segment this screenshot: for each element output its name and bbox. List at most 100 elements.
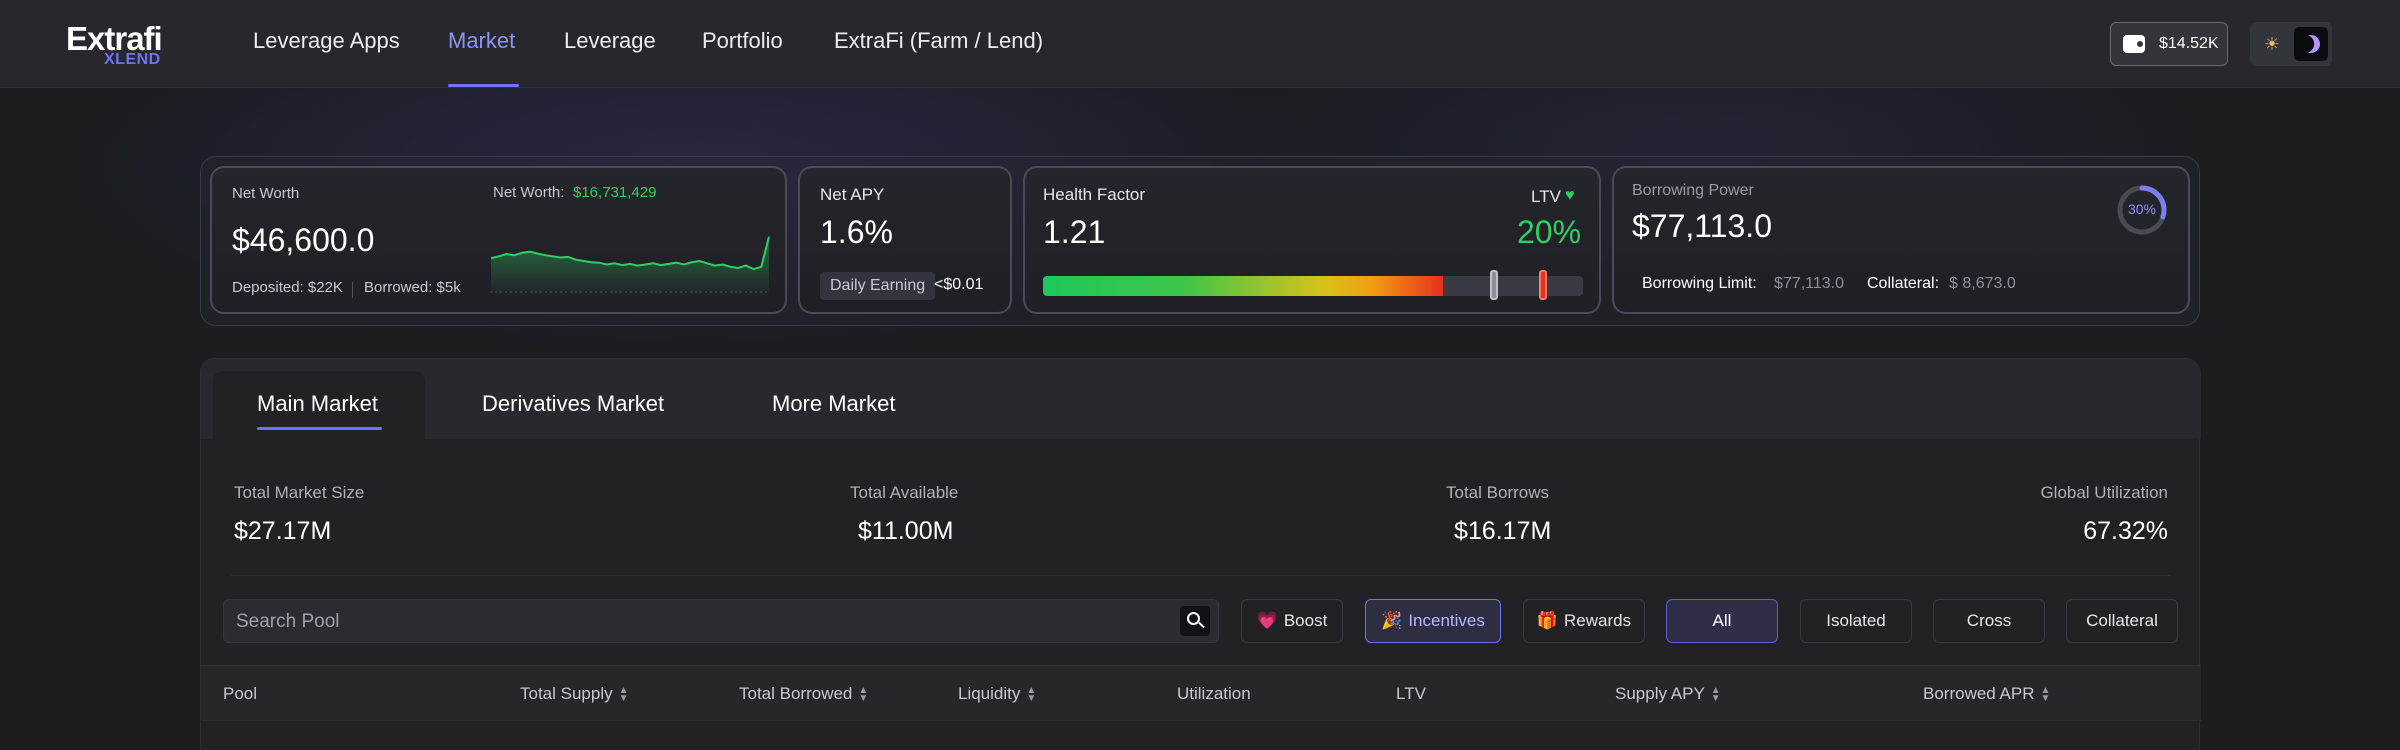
sort-icon[interactable]: ▲ ▼ (1026, 684, 1037, 704)
nav-item-leverage-apps[interactable]: Leverage Apps (253, 28, 400, 53)
moon-icon (2299, 32, 2324, 57)
column-liquidity-label: Liquidity (958, 684, 1021, 703)
top-navbar: Extrafi XLEND Leverage Apps Market Lever… (0, 0, 2400, 88)
deposited-text: Deposited: $22K (232, 279, 343, 296)
market-tabs: Main Market Derivatives Market More Mark… (201, 359, 2201, 451)
filter-incentives-label: Incentives (1408, 611, 1485, 630)
nav-item-leverage[interactable]: Leverage (564, 28, 656, 53)
nav-active-indicator (448, 84, 519, 87)
global-utilization-label: Global Utilization (2040, 483, 2168, 502)
column-total-supply[interactable]: Total Supply ▲ ▼ (520, 684, 629, 704)
ltv-value: 20% (1517, 214, 1582, 250)
health-factor-value: 1.21 (1043, 214, 1106, 250)
borrowing-percent-ring (2117, 185, 2167, 235)
column-utilization: Utilization (1177, 684, 1251, 703)
borrowing-power-label: Borrowing Power (1632, 182, 1754, 199)
table-header: Pool Total Supply ▲ ▼ Total Borrowed ▲ ▼ Liq… (201, 665, 2201, 721)
party-popper-icon: 🎉 (1381, 611, 1403, 630)
search-icon-handle (1198, 621, 1205, 629)
total-available-value: $11.00M (858, 517, 954, 545)
wallet-icon (2123, 35, 2145, 53)
search-pool-input[interactable]: Search Pool (223, 599, 1219, 643)
divider (231, 575, 2171, 576)
logo[interactable]: Extrafi XLEND (66, 20, 176, 70)
filter-all-button[interactable]: All (1666, 599, 1778, 643)
filter-incentives-button[interactable]: 🎉 Incentives (1365, 599, 1501, 643)
health-marker-liquidation (1538, 270, 1547, 300)
filter-rewards-button[interactable]: 🎁 Rewards (1523, 599, 1645, 643)
chart-net-worth-label: Net Worth: (493, 184, 565, 201)
logo-subtitle: XLEND (104, 51, 161, 68)
total-market-size-label: Total Market Size (234, 483, 365, 502)
wallet-balance: $14.52K (2159, 35, 2219, 52)
sort-icon[interactable]: ▲ ▼ (2040, 684, 2051, 704)
net-worth-sparkline (490, 236, 770, 294)
theme-toggle[interactable]: ☀ (2250, 22, 2332, 66)
borrowing-percent: 30% (2127, 201, 2157, 217)
column-liquidity[interactable]: Liquidity ▲ ▼ (958, 684, 1036, 704)
column-supply-apy-label: Supply APY (1615, 684, 1705, 703)
filter-collateral-label: Collateral (2086, 611, 2158, 630)
net-apy-card: Net APY 1.6% Daily Earning <$0.01 (798, 166, 1012, 314)
column-ltv: LTV (1396, 684, 1426, 703)
total-available-label: Total Available (850, 483, 959, 502)
health-marker-current (1489, 270, 1498, 300)
net-apy-value: 1.6% (820, 214, 893, 250)
heart-icon: ♥ (1565, 187, 1575, 204)
tab-main-market[interactable]: Main Market (257, 391, 379, 416)
net-apy-label: Net APY (820, 185, 885, 204)
borrowing-limit-value: $77,113.0 (1774, 275, 1844, 292)
global-utilization-value: 67.32% (2083, 517, 2168, 545)
separator (352, 282, 353, 298)
column-borrowed-apr-label: Borrowed APR (1923, 684, 2035, 703)
net-worth-card: Net Worth $46,600.0 Deposited: $22K Borr… (210, 166, 787, 314)
tab-more-market[interactable]: More Market (772, 391, 896, 416)
filter-cross-label: Cross (1966, 611, 2012, 630)
filter-isolated-label: Isolated (1826, 611, 1886, 630)
filter-boost-button[interactable]: 💗 Boost (1241, 599, 1343, 643)
borrowing-power-card: Borrowing Power $77,113.0 30% Borrowing … (1612, 166, 2190, 314)
logo-wordmark: Extrafi (66, 20, 163, 57)
filter-rewards-label: Rewards (1564, 611, 1632, 630)
search-placeholder: Search Pool (236, 611, 340, 632)
tab-active-indicator (257, 427, 382, 430)
column-supply-apy[interactable]: Supply APY ▲ ▼ (1615, 684, 1721, 704)
market-section: Main Market Derivatives Market More Mark… (200, 358, 2201, 750)
total-borrows-value: $16.17M (1454, 517, 1552, 545)
column-borrowed-apr[interactable]: Borrowed APR ▲ ▼ (1923, 684, 2050, 704)
gift-icon: 🎁 (1536, 611, 1559, 630)
daily-earning-value: <$0.01 (934, 276, 984, 293)
tab-derivatives-market[interactable]: Derivatives Market (482, 391, 665, 416)
column-total-borrowed[interactable]: Total Borrowed ▲ ▼ (739, 684, 868, 704)
sparkline-area (491, 236, 769, 294)
ring-progress (2117, 185, 2167, 235)
sun-icon[interactable]: ☀ (2263, 34, 2281, 54)
borrowing-power-value: $77,113.0 (1632, 208, 1772, 244)
search-button[interactable] (1180, 606, 1210, 636)
filter-cross-button[interactable]: Cross (1933, 599, 2045, 643)
sort-icon[interactable]: ▲ ▼ (858, 684, 869, 704)
tab-active-background (213, 371, 425, 451)
sort-icon[interactable]: ▲ ▼ (1710, 684, 1721, 704)
borrowed-text: Borrowed: $5k (364, 279, 461, 296)
filter-isolated-button[interactable]: Isolated (1800, 599, 1912, 643)
nav-item-extrafi-farm-lend[interactable]: ExtraFi (Farm / Lend) (834, 28, 1044, 53)
health-factor-bar-fill (1043, 276, 1443, 296)
filter-all-label: All (1712, 611, 1732, 630)
net-worth-value: $46,600.0 (232, 222, 375, 258)
nav-item-portfolio[interactable]: Portfolio (702, 28, 783, 53)
sparkline-line (490, 236, 770, 271)
sort-icon[interactable]: ▲ ▼ (618, 684, 629, 704)
dark-mode-button[interactable] (2294, 27, 2328, 61)
nav-item-market[interactable]: Market (448, 28, 516, 53)
health-factor-card: Health Factor 1.21 LTV ♥ 20% (1023, 166, 1601, 314)
total-borrows-label: Total Borrows (1446, 483, 1549, 502)
heart-shield-icon: 💗 (1256, 611, 1278, 630)
total-market-size-value: $27.17M (234, 517, 332, 545)
column-pool: Pool (223, 684, 258, 703)
column-total-borrowed-label: Total Borrowed (739, 684, 853, 703)
filter-collateral-button[interactable]: Collateral (2066, 599, 2178, 643)
filter-boost-label: Boost (1283, 611, 1328, 630)
collateral-value: $ 8,673.0 (1949, 275, 2016, 292)
wallet-button[interactable]: $14.52K (2110, 22, 2228, 66)
